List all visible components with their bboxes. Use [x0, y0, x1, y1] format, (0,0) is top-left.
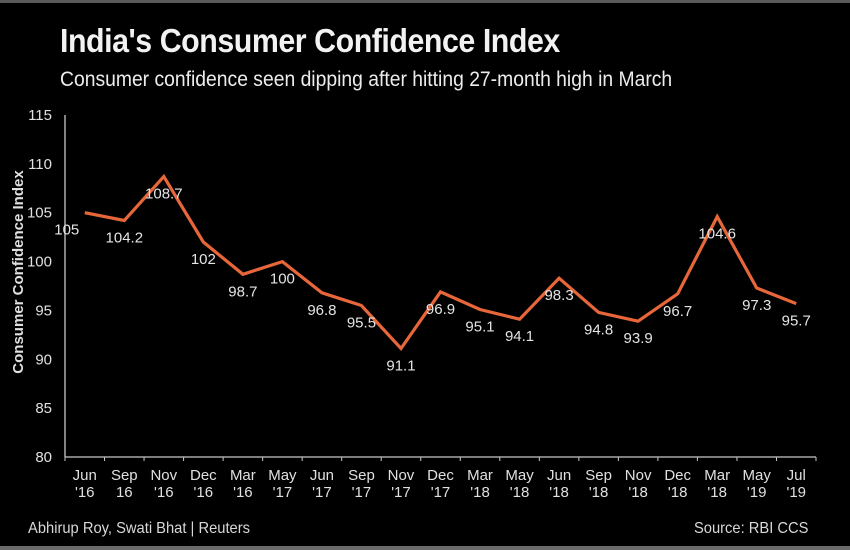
x-tick-label-year: '18 — [470, 484, 490, 501]
x-tick-label-year: '17 — [352, 484, 372, 501]
x-tick-label-month: Jun — [547, 467, 571, 484]
data-label: 100 — [270, 271, 295, 288]
x-tick-label-month: Nov — [388, 467, 415, 484]
data-label: 97.3 — [742, 297, 771, 314]
data-labels: 105 104.2 108.7 102 98.7 100 96.8 95.5 91.1 96.9 9… — [54, 186, 811, 375]
x-tick-label-month: Mar — [704, 467, 730, 484]
x-tick-label-year: '18 — [589, 484, 609, 501]
data-label: 104.6 — [698, 226, 736, 243]
y-tick-label: 85 — [35, 400, 52, 417]
x-tick-label-year: '19 — [786, 484, 806, 501]
data-label: 96.9 — [426, 301, 455, 318]
chart-title: India's Consumer Confidence Index — [60, 22, 560, 59]
x-tick-label-year: '17 — [312, 484, 332, 501]
data-label: 104.2 — [106, 230, 144, 247]
y-tick-label: 115 — [28, 107, 52, 124]
data-label: 108.7 — [145, 186, 183, 203]
data-label: 96.7 — [663, 303, 692, 320]
x-tick-label-month: May — [268, 467, 297, 484]
x-tick-label-year: '17 — [273, 484, 293, 501]
data-label: 102 — [191, 251, 216, 268]
bottom-border — [0, 546, 850, 550]
y-tick-label: 105 — [27, 205, 52, 222]
x-tick-label-month: Dec — [190, 467, 217, 484]
x-tick-label-year: '18 — [510, 484, 530, 501]
y-tick-label: 80 — [35, 449, 52, 466]
x-tick-label-year: '16 — [75, 484, 95, 501]
chart-subtitle: Consumer confidence seen dipping after h… — [60, 68, 673, 91]
data-label: 95.7 — [782, 313, 811, 330]
x-tick-label-year: '16 — [194, 484, 214, 501]
x-tick-label-month: May — [743, 467, 772, 484]
x-tick-label-year: 16 — [116, 484, 133, 501]
y-axis: 80 85 90 95 100 105 110 115 — [27, 107, 66, 466]
source-line: Source: RBI CCS — [693, 520, 808, 537]
y-axis-title: Consumer Confidence Index — [10, 170, 27, 374]
top-border — [0, 0, 850, 3]
y-tick-label: 110 — [28, 156, 52, 173]
data-label: 96.8 — [307, 302, 336, 319]
y-tick-label: 95 — [35, 302, 52, 319]
data-label: 98.3 — [544, 287, 573, 304]
x-tick-label-month: Sep — [111, 467, 138, 484]
x-tick-label-year: '17 — [431, 484, 451, 501]
y-tick-label: 100 — [27, 254, 52, 271]
x-tick-label-year: '17 — [391, 484, 411, 501]
x-tick-label-month: Sep — [348, 467, 375, 484]
x-tick-label-month: Nov — [150, 467, 177, 484]
credit-line: Abhirup Roy, Swati Bhat | Reuters — [28, 520, 251, 537]
x-tick-label-year: '18 — [549, 484, 569, 501]
x-tick-label-year: '19 — [747, 484, 767, 501]
series-consumer-confidence — [84, 173, 797, 352]
x-tick-label-year: '18 — [628, 484, 648, 501]
data-label: 94.1 — [505, 328, 534, 345]
data-label: 105 — [54, 222, 79, 239]
x-tick-label-year: '16 — [154, 484, 174, 501]
data-label: 95.1 — [465, 318, 494, 335]
data-label: 94.8 — [584, 321, 613, 338]
data-label: 93.9 — [624, 330, 653, 347]
x-tick-label-month: Nov — [625, 467, 652, 484]
data-label: 98.7 — [228, 283, 257, 300]
x-tick-label-month: Mar — [467, 467, 493, 484]
x-tick-label-year: '16 — [233, 484, 253, 501]
x-axis: Jun'16Sep16Nov'16Dec'16Mar'16May'17Jun'1… — [64, 456, 817, 501]
x-tick-label-month: Dec — [427, 467, 454, 484]
data-label: 95.5 — [347, 315, 376, 332]
x-tick-label-month: Mar — [230, 467, 256, 484]
x-tick-label-month: Dec — [664, 467, 691, 484]
x-tick-label-month: Jul — [787, 467, 806, 484]
y-tick-label: 90 — [35, 351, 52, 368]
x-tick-label-year: '18 — [707, 484, 727, 501]
data-label: 91.1 — [386, 358, 415, 375]
x-tick-label-year: '18 — [668, 484, 688, 501]
x-tick-label-month: Jun — [73, 467, 97, 484]
x-tick-label-month: Jun — [310, 467, 334, 484]
x-tick-label-month: Sep — [585, 467, 612, 484]
x-tick-label-month: May — [505, 467, 534, 484]
